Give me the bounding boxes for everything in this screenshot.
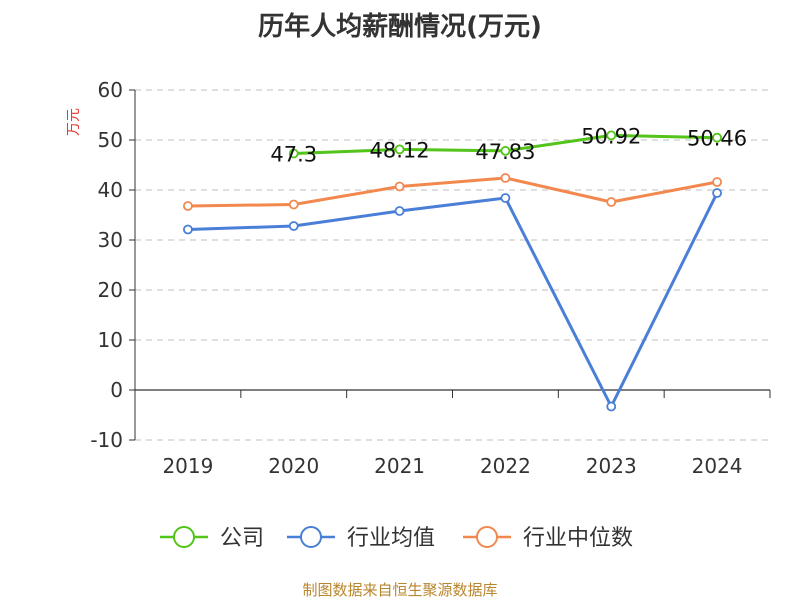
legend-label: 行业均值 xyxy=(347,526,435,551)
data-point[interactable] xyxy=(394,181,405,192)
y-tick-label: 60 xyxy=(98,78,123,102)
data-label: 47.3 xyxy=(270,143,317,167)
legend-item-0[interactable]: 公司 xyxy=(160,526,264,551)
source-note: 制图数据来自恒生聚源数据库 xyxy=(302,581,497,599)
data-point[interactable] xyxy=(712,177,722,187)
chart-title: 历年人均薪酬情况(万元) xyxy=(258,11,542,42)
series-1 xyxy=(183,188,722,412)
legend-circle-icon xyxy=(173,526,195,548)
data-point[interactable] xyxy=(183,224,193,235)
data-point[interactable] xyxy=(500,145,511,156)
x-tick-label: 2023 xyxy=(586,454,637,478)
data-point[interactable] xyxy=(712,188,722,198)
legend-label: 行业中位数 xyxy=(523,526,633,551)
data-label: 47.83 xyxy=(475,140,535,164)
y-axis-unit-label: 万元 xyxy=(66,108,82,136)
legend-item-1[interactable]: 行业均值 xyxy=(287,526,435,551)
y-tick-label: 10 xyxy=(98,328,123,352)
data-point[interactable] xyxy=(288,221,299,231)
y-tick-label: 0 xyxy=(110,378,123,402)
data-point[interactable] xyxy=(606,197,617,207)
y-tick-label: 20 xyxy=(98,278,123,302)
x-tick-label: 2019 xyxy=(162,454,213,478)
x-tick-label: 2024 xyxy=(692,454,743,478)
data-point[interactable] xyxy=(712,132,722,143)
data-point[interactable] xyxy=(288,199,299,210)
data-point[interactable] xyxy=(606,401,617,412)
x-tick-label: 2021 xyxy=(374,454,425,478)
data-labels: 47.3 48.12 47.83 50.92 50.46 xyxy=(270,124,747,166)
series-line xyxy=(187,192,719,408)
x-tick-label: 2022 xyxy=(480,454,531,478)
y-tick-label: -10 xyxy=(90,428,123,452)
data-label: 48.12 xyxy=(370,138,430,162)
y-tick-label: 50 xyxy=(98,128,123,152)
data-point[interactable] xyxy=(288,148,299,159)
legend-circle-icon xyxy=(300,526,322,548)
data-label: 50.46 xyxy=(687,127,747,151)
x-tick-label: 2020 xyxy=(268,454,319,478)
data-point[interactable] xyxy=(394,206,405,216)
data-label: 50.92 xyxy=(581,124,641,148)
data-point[interactable] xyxy=(183,201,193,211)
y-tick-label: 30 xyxy=(98,228,123,252)
legend-item-2[interactable]: 行业中位数 xyxy=(463,526,633,551)
data-point[interactable] xyxy=(606,130,617,141)
series-2 xyxy=(183,173,722,211)
series-0 xyxy=(288,130,722,159)
data-point[interactable] xyxy=(394,144,405,155)
series-line xyxy=(187,176,718,208)
y-tick-label: 40 xyxy=(98,178,123,202)
data-point[interactable] xyxy=(500,173,511,183)
series-lines xyxy=(183,130,722,412)
legend-label: 公司 xyxy=(220,526,264,551)
legend: 公司 行业均值 行业中位数 xyxy=(160,526,633,551)
grid-lines xyxy=(135,89,770,441)
data-point[interactable] xyxy=(500,193,511,203)
legend-circle-icon xyxy=(476,526,498,548)
axes: -10 0 10 20 30 40 50 60 2019 2020 2021 2022 2023 2024 xyxy=(90,78,771,478)
